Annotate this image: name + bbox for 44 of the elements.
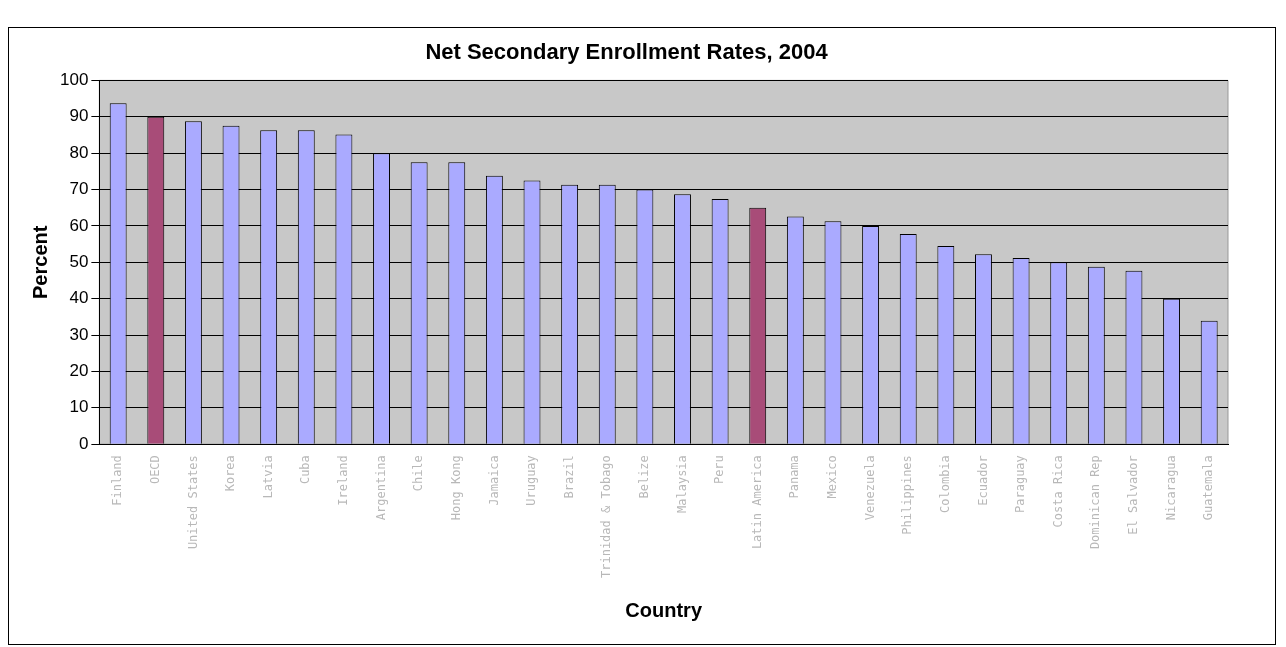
x-tick-label: Chile	[411, 455, 426, 492]
y-tick-label: 90	[69, 106, 89, 126]
x-tick-label: Belize	[637, 455, 651, 499]
y-tick-label: 0	[78, 433, 89, 453]
y-tick-label: 20	[69, 361, 89, 381]
x-tick-label: Philippines	[900, 455, 915, 535]
x-tick-label: Ecuador	[975, 455, 990, 506]
x-tick-label: El Salvador	[1126, 455, 1141, 535]
y-tick-label: 40	[69, 288, 89, 308]
x-tick-label: Ireland	[336, 455, 351, 506]
y-tick-label: 60	[69, 215, 89, 235]
y-tick-label: 70	[69, 179, 89, 199]
x-tick-label: Paraguay	[1013, 455, 1028, 513]
x-tick-label: Korea	[223, 455, 238, 492]
x-tick-label: Guatemala	[1201, 455, 1216, 521]
y-axis-title: Percent	[28, 225, 51, 299]
x-tick-label: OECD	[147, 455, 162, 485]
x-tick-label: Venezuela	[862, 455, 877, 521]
x-tick-label: Nicaragua	[1163, 455, 1178, 521]
x-tick-label: Trinidad & Tobago	[599, 455, 614, 579]
x-tick-label: Colombia	[937, 455, 952, 513]
x-axis-title: Country	[625, 598, 703, 621]
x-tick-label: Finland	[110, 455, 125, 506]
x-tick-label: Brazil	[561, 455, 576, 499]
y-tick-label: 10	[69, 397, 89, 417]
x-tick-label: Mexico	[825, 455, 840, 499]
x-tick-label: Costa Rica	[1050, 455, 1065, 528]
x-tick-label: Jamaica	[486, 455, 501, 506]
x-tick-label: Peru	[712, 455, 727, 485]
x-tick-label: Cuba	[298, 455, 313, 485]
y-tick-label: 80	[69, 142, 89, 162]
x-tick-label: Latvia	[260, 455, 275, 499]
x-tick-label: United States	[185, 455, 200, 550]
x-tick-label: Argentina	[373, 455, 388, 521]
x-tick-label: Latin America	[749, 455, 764, 550]
x-tick-label: Hong Kong	[448, 455, 463, 521]
y-tick-label: 50	[69, 251, 89, 271]
x-tick-label: Malaysia	[674, 455, 689, 513]
chart-title: Net Secondary Enrollment Rates, 2004	[425, 39, 829, 65]
x-tick-label: Panama	[787, 455, 802, 499]
x-tick-label: Uruguay	[524, 455, 539, 506]
x-tick-label: Dominican Rep	[1088, 455, 1103, 550]
y-tick-label: 100	[59, 70, 89, 90]
y-tick-label: 30	[69, 324, 89, 344]
